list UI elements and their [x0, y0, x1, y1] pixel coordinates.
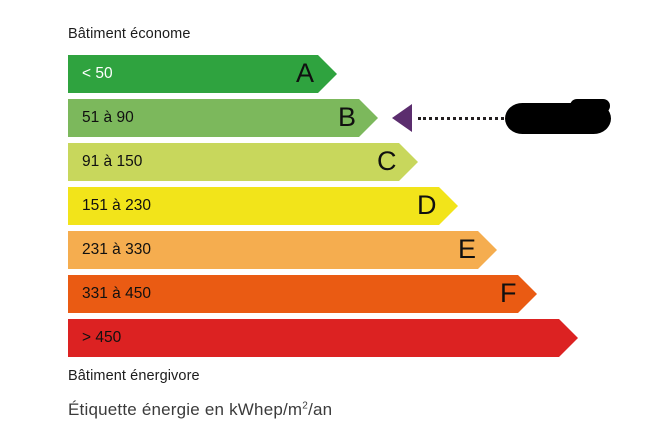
- energy-class-row: 51 à 90 B: [68, 99, 378, 137]
- energy-class-range-label: 91 à 150: [82, 153, 143, 170]
- energy-class-letter: E: [458, 234, 477, 264]
- energy-class-range-label: > 450: [82, 329, 122, 346]
- energy-class-bar: [68, 319, 578, 357]
- energy-class-range-label: < 50: [82, 65, 113, 82]
- energy-class-bar: [68, 55, 337, 93]
- energy-class-range-label: 331 à 450: [82, 285, 151, 302]
- energy-class-range-label: 231 à 330: [82, 241, 151, 258]
- energy-class-bar: [68, 143, 418, 181]
- caption-unit-line: Étiquette énergie en kWhep/m2/an: [68, 400, 332, 420]
- energy-class-bar-chart: < 50 A 51 à 90 B 91 à 150 C 151 à 230 D 231 à 33…: [68, 55, 588, 355]
- caption-unit-prefix: Étiquette énergie en kWhep/m: [68, 400, 303, 419]
- energy-class-bar: [68, 187, 458, 225]
- class-marker-arrow-icon: [392, 104, 412, 132]
- energy-class-row: < 50 A: [68, 55, 337, 93]
- marker-leader-line: [418, 117, 504, 120]
- caption-unit-exponent: 2: [302, 400, 309, 412]
- energy-class-letter: F: [500, 278, 517, 308]
- energy-class-bar: [68, 231, 497, 269]
- caption-unit-suffix: /an: [308, 400, 333, 419]
- energy-class-letter: C: [377, 146, 397, 176]
- energy-class-range-label: 151 à 230: [82, 197, 151, 214]
- energy-class-letter: A: [296, 58, 315, 88]
- caption-top-efficient: Bâtiment économe: [68, 26, 191, 42]
- energy-class-row: 231 à 330 E: [68, 231, 497, 269]
- caption-bottom-energy-hungry: Bâtiment énergivore: [68, 368, 200, 384]
- energy-class-range-label: 51 à 90: [82, 109, 134, 126]
- energy-class-row: > 450: [68, 319, 578, 357]
- energy-class-row: 91 à 150 C: [68, 143, 418, 181]
- energy-class-letter: D: [417, 190, 437, 220]
- energy-class-row: 151 à 230 D: [68, 187, 458, 225]
- energy-class-row: 331 à 450 F: [68, 275, 537, 313]
- redacted-value-block-cap: [570, 99, 610, 113]
- energy-class-bar: [68, 275, 537, 313]
- energy-class-letter: B: [338, 102, 357, 132]
- energy-class-bar: [68, 99, 378, 137]
